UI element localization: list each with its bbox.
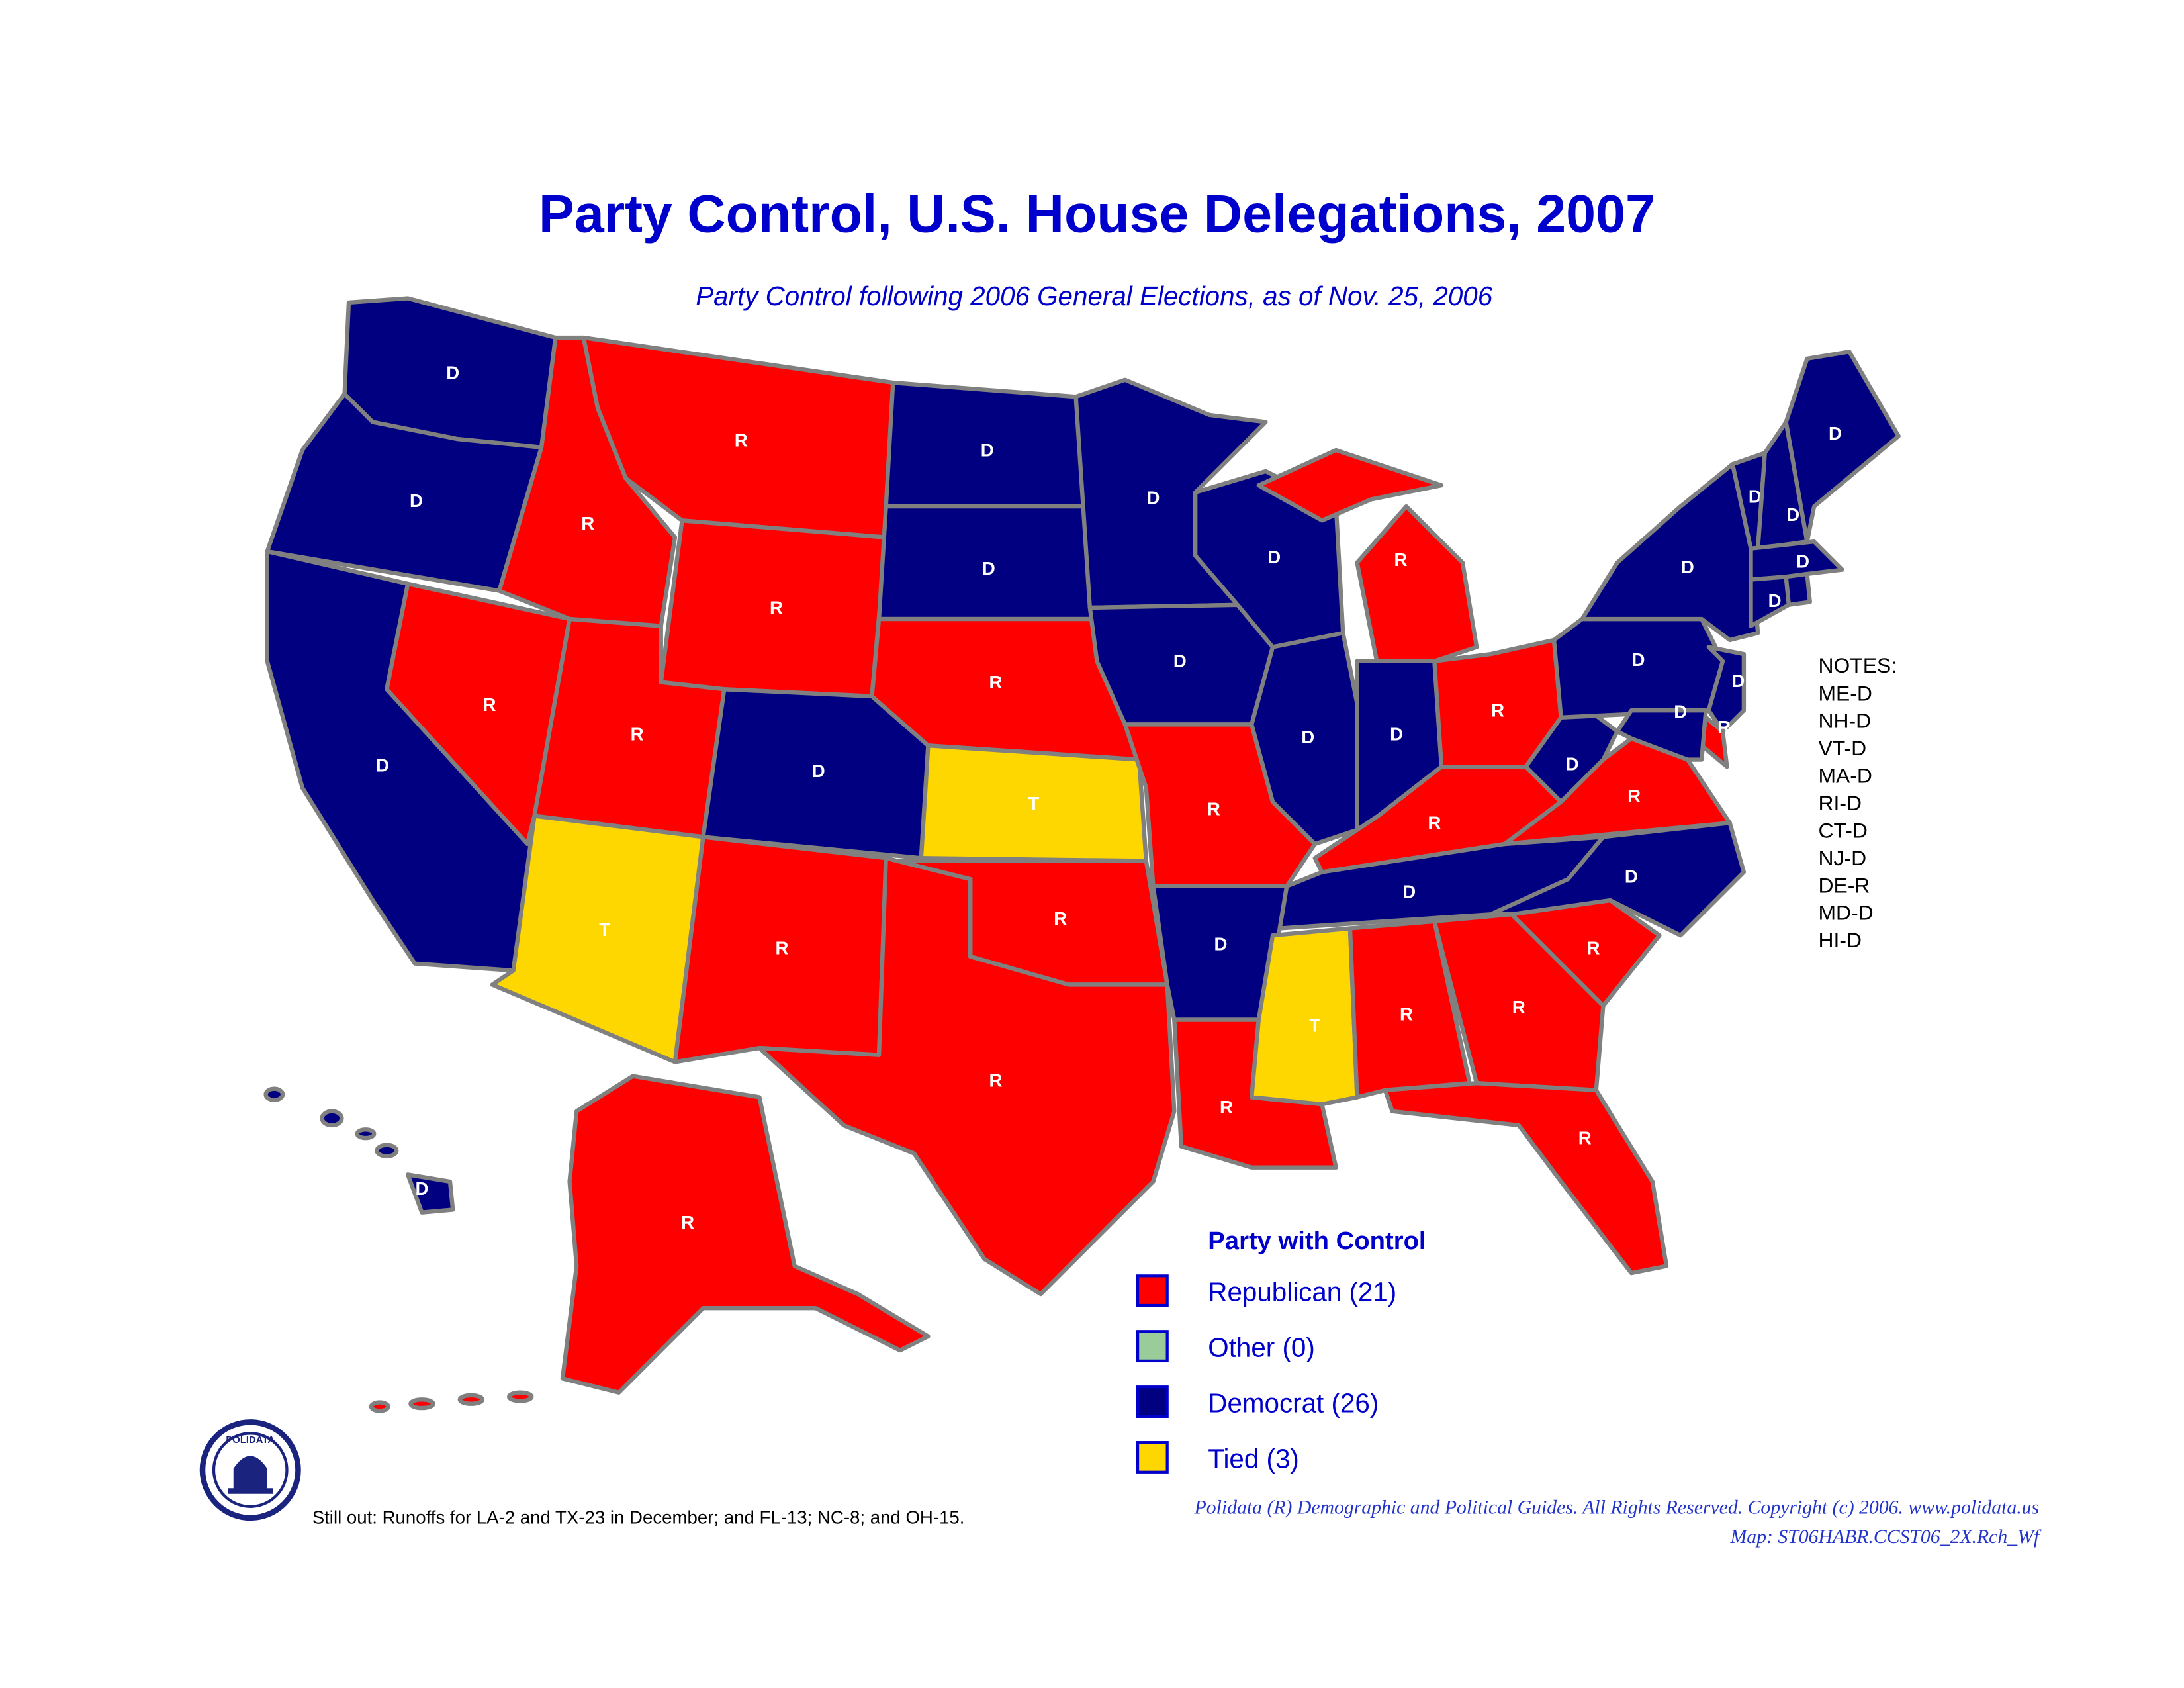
state-label: D	[1749, 487, 1762, 507]
note-item: MD-D	[1819, 901, 1874, 925]
state-label: R	[1428, 813, 1441, 833]
state	[757, 856, 1177, 1297]
legend: Party with Control Republican (21) Other (…	[1136, 1227, 1426, 1474]
legend-title: Party with Control	[1208, 1227, 1426, 1255]
legend-swatch	[1136, 1385, 1169, 1418]
state	[1249, 926, 1359, 1107]
state-label: D	[1829, 423, 1842, 444]
state-label: D	[1632, 649, 1645, 670]
state-label: D	[1796, 551, 1809, 571]
note-item: MA-D	[1819, 764, 1872, 788]
state-label: D	[1267, 547, 1281, 567]
note-item: HI-D	[1819, 928, 1862, 952]
legend-label: Democrat (26)	[1208, 1387, 1379, 1418]
state-label: D	[1681, 557, 1694, 577]
state-label: R	[681, 1212, 694, 1233]
state-label: R	[1627, 786, 1641, 806]
state	[1580, 462, 1760, 643]
note-item: RI-D	[1819, 791, 1862, 815]
subtitle: Party Control following 2006 General Ele…	[696, 281, 1493, 311]
state-part	[1256, 447, 1444, 523]
state-label: R	[631, 724, 644, 745]
state	[1615, 708, 1708, 762]
state	[406, 1172, 455, 1215]
state-label: R	[482, 694, 496, 715]
legend-label: Tied (3)	[1208, 1443, 1299, 1474]
note-item: NH-D	[1819, 709, 1872, 733]
state-label: D	[1214, 933, 1227, 954]
state-label: T	[1028, 793, 1039, 814]
state-label: D	[1786, 504, 1799, 525]
logo: POLIDATA	[199, 1419, 301, 1521]
aleutian-islands	[369, 1390, 534, 1413]
state	[1355, 504, 1479, 671]
state-label: R	[581, 513, 594, 534]
state-label: D	[1390, 724, 1403, 745]
state-label: R	[1491, 700, 1504, 721]
state-label: D	[1402, 882, 1416, 902]
state-label: D	[982, 558, 995, 579]
footnote: Still out: Runoffs for LA-2 and TX-23 in…	[312, 1507, 965, 1527]
state-label: R	[1587, 938, 1600, 959]
state-label: D	[1146, 488, 1160, 508]
note-item: VT-D	[1819, 736, 1867, 760]
state	[1383, 1081, 1669, 1276]
logo-text: POLIDATA	[226, 1435, 275, 1446]
state-label: R	[775, 938, 788, 959]
state-label: D	[1301, 727, 1314, 747]
legend-swatch	[1136, 1274, 1169, 1307]
legend-label: Other (0)	[1208, 1333, 1314, 1363]
state-label: R	[735, 430, 748, 451]
state-label: R	[1400, 1004, 1413, 1025]
state-label: R	[1717, 717, 1731, 737]
state-label: T	[599, 919, 610, 940]
state-label: R	[989, 672, 1002, 692]
state-label: D	[1768, 590, 1782, 611]
state-label: D	[1625, 866, 1638, 886]
legend-label: Republican (21)	[1208, 1277, 1396, 1307]
state	[1784, 350, 1901, 544]
note-item: DE-R	[1819, 873, 1870, 897]
legend-swatch	[1136, 1330, 1169, 1363]
copyright: Polidata (R) Demographic and Political G…	[1194, 1496, 2040, 1518]
state-label: R	[989, 1070, 1002, 1090]
state-label: T	[1309, 1015, 1320, 1036]
note-item: ME-D	[1819, 681, 1872, 705]
legend-swatch	[1136, 1441, 1169, 1474]
state-label: R	[1512, 997, 1525, 1017]
state-label: R	[770, 597, 783, 618]
state	[1249, 631, 1359, 847]
state-label: R	[1394, 549, 1407, 570]
hawaii-islands	[263, 1086, 399, 1158]
notes: NOTES: ME-D NH-D VT-D MA-D RI-D CT-D NJ-D DE-R MD…	[1819, 653, 1897, 952]
state-label: D	[812, 761, 825, 781]
map-id: Map: ST06HABR.CCST06_2X.Rch_Wf	[1729, 1526, 2041, 1548]
state-label: D	[1173, 651, 1187, 671]
state-label: D	[410, 491, 423, 511]
state-label: R	[1054, 908, 1067, 929]
title: Party Control, U.S. House Delegations, 2…	[539, 185, 1655, 244]
notes-title: NOTES:	[1819, 653, 1897, 677]
state	[1784, 571, 1812, 607]
state	[1488, 820, 1747, 938]
state-label: D	[1731, 671, 1745, 691]
state-label: D	[981, 440, 994, 460]
note-item: CT-D	[1819, 818, 1868, 842]
state-label: D	[415, 1178, 428, 1199]
state-label: D	[1674, 702, 1687, 722]
state	[560, 1074, 931, 1395]
state	[490, 814, 705, 1064]
state-label: D	[446, 363, 459, 383]
state-label: D	[376, 755, 389, 775]
state-label: R	[1578, 1128, 1592, 1149]
state-label: R	[1207, 798, 1220, 819]
state-label: D	[1566, 753, 1579, 774]
state-label: R	[1220, 1097, 1233, 1117]
note-item: NJ-D	[1819, 846, 1867, 870]
